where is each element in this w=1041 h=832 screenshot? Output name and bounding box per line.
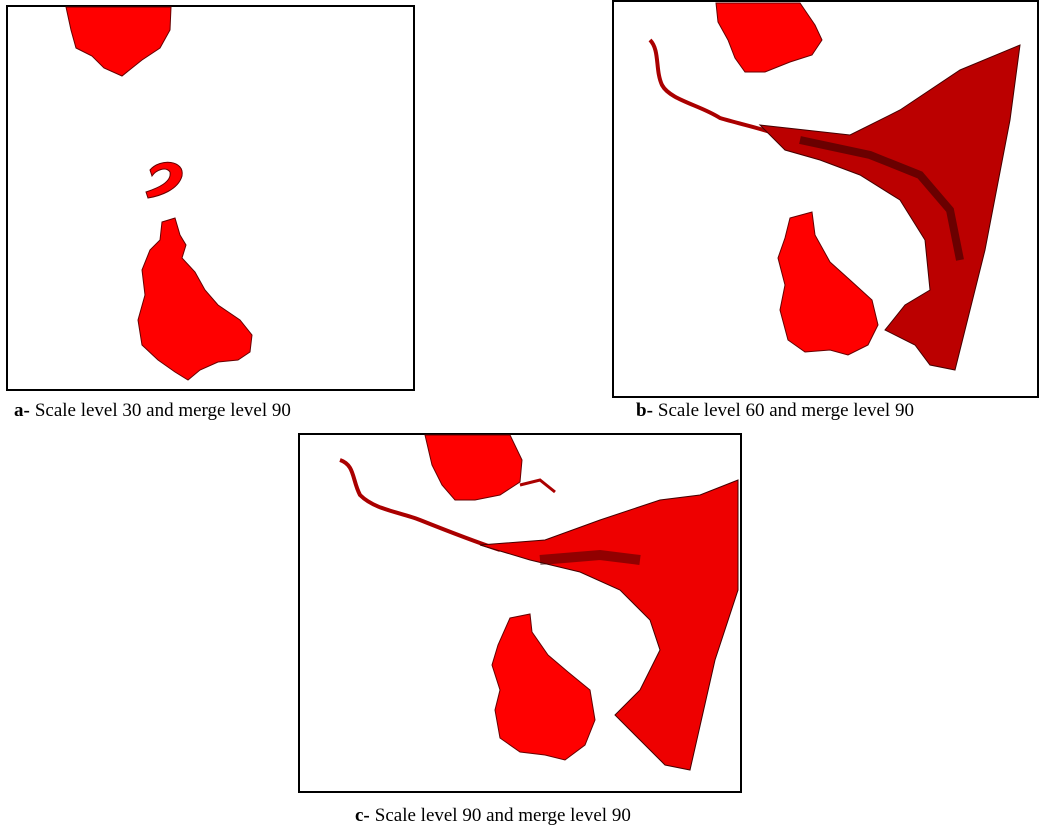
page: a-Scale level 30 and merge level 90 b-Sc… xyxy=(0,0,1041,832)
caption-text: Scale level 30 and merge level 90 xyxy=(35,400,291,421)
panel-a-image xyxy=(7,6,414,390)
caption-label: a- xyxy=(14,400,30,421)
caption-text: Scale level 90 and merge level 90 xyxy=(375,805,631,826)
caption-label: c- xyxy=(355,805,370,826)
caption-b: b-Scale level 60 and merge level 90 xyxy=(636,400,914,422)
panel-c-image xyxy=(299,434,741,792)
caption-a: a-Scale level 30 and merge level 90 xyxy=(14,400,291,422)
panel-b-image xyxy=(613,1,1038,397)
caption-label: b- xyxy=(636,400,653,421)
caption-text: Scale level 60 and merge level 90 xyxy=(658,400,914,421)
caption-c: c-Scale level 90 and merge level 90 xyxy=(355,805,631,827)
